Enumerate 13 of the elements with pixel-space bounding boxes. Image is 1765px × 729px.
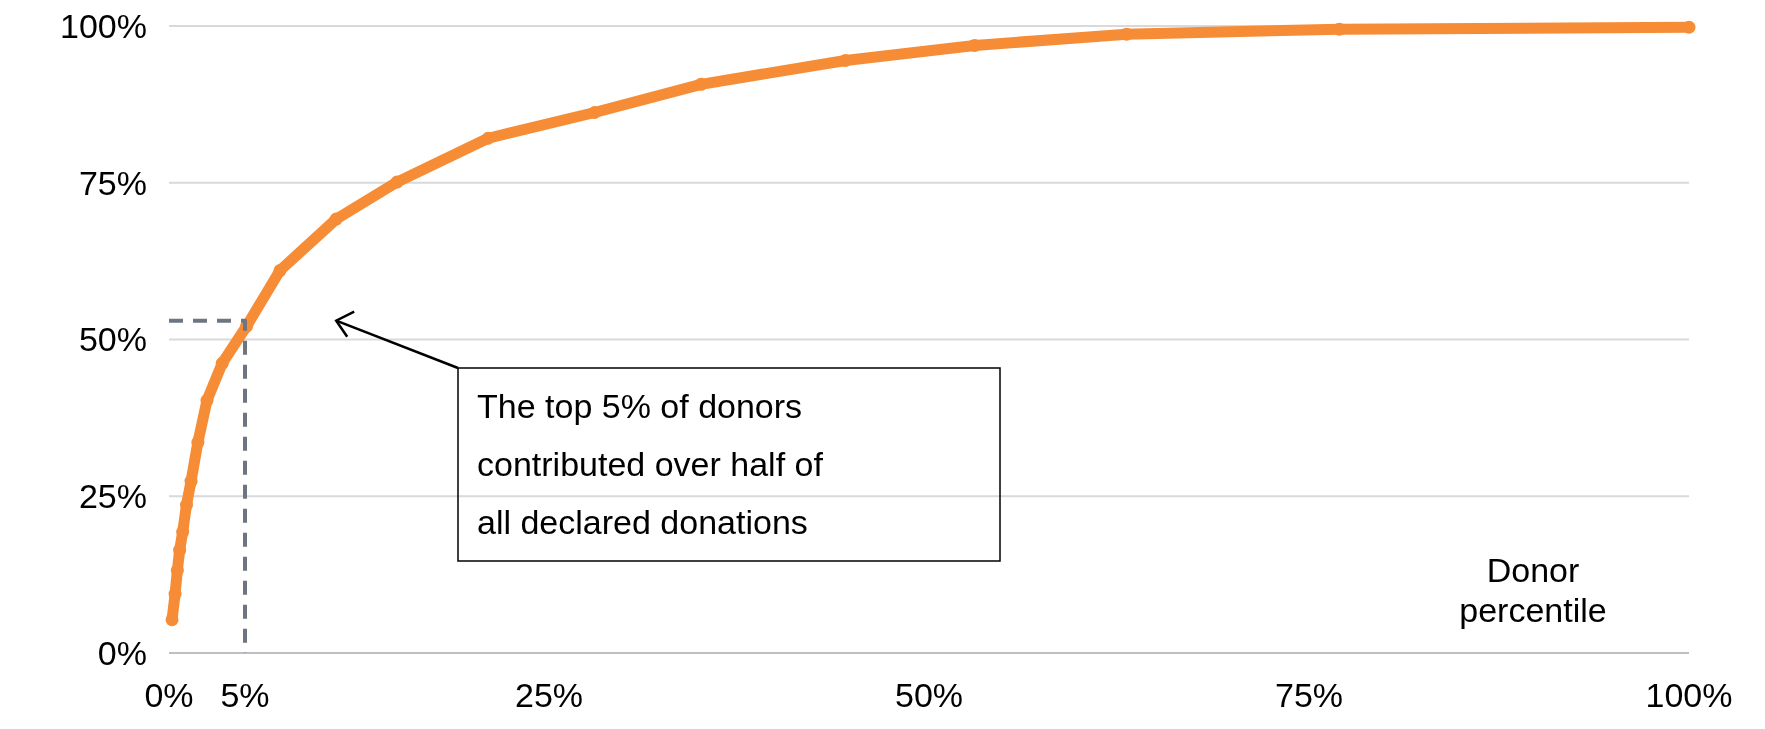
x-axis-title: Donor percentile: [1459, 551, 1607, 629]
x-tick-label: 0%: [144, 676, 194, 714]
x-tick-label: 50%: [894, 676, 964, 714]
x-tick-label: 75%: [1274, 676, 1344, 714]
y-tick-label: 0%: [97, 633, 147, 672]
y-tick-label: 25%: [78, 477, 147, 516]
annotation: The top 5% of donors contributed over half of all declared donations: [477, 387, 824, 541]
x-tick-label: 5%: [220, 676, 270, 714]
x-tick-label: 25%: [514, 676, 584, 714]
x-tick-label: 100%: [1645, 676, 1733, 714]
y-tick-label: 50%: [78, 320, 147, 359]
y-tick-label: 100%: [60, 6, 147, 45]
y-tick-label: 75%: [78, 163, 147, 202]
